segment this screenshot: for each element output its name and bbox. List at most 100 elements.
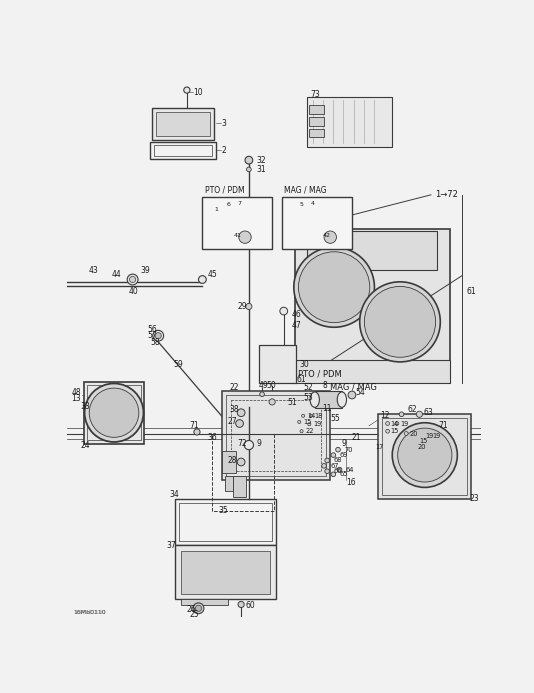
Bar — [222, 451, 235, 473]
Text: 40: 40 — [129, 287, 138, 295]
Circle shape — [195, 605, 202, 611]
Text: 16: 16 — [345, 477, 355, 486]
Circle shape — [238, 602, 244, 608]
Circle shape — [348, 391, 356, 399]
Bar — [179, 503, 272, 541]
Text: 32: 32 — [257, 156, 266, 165]
Text: 48: 48 — [72, 388, 81, 397]
Text: 1→72: 1→72 — [435, 191, 458, 200]
Bar — [202, 197, 272, 249]
Text: 34: 34 — [169, 490, 179, 499]
Text: 65: 65 — [340, 471, 348, 477]
Text: PTO / PDM: PTO / PDM — [205, 186, 245, 195]
Circle shape — [398, 428, 452, 482]
Circle shape — [237, 409, 245, 416]
Text: 57: 57 — [147, 331, 157, 340]
Bar — [222, 391, 330, 480]
Text: 15: 15 — [419, 438, 428, 444]
Bar — [84, 382, 144, 444]
Text: 53: 53 — [303, 393, 313, 402]
Text: 25: 25 — [189, 610, 199, 619]
Bar — [295, 229, 450, 383]
Circle shape — [324, 231, 336, 243]
Text: 69: 69 — [340, 452, 348, 458]
Circle shape — [297, 421, 301, 423]
Bar — [378, 414, 472, 499]
Circle shape — [247, 167, 251, 172]
Circle shape — [364, 286, 436, 358]
Circle shape — [294, 247, 374, 327]
Text: 20: 20 — [409, 430, 418, 437]
Ellipse shape — [310, 392, 319, 407]
Text: 60: 60 — [245, 601, 255, 610]
Circle shape — [235, 420, 244, 428]
Text: 16Mb0110: 16Mb0110 — [73, 611, 106, 615]
Text: 22: 22 — [230, 383, 239, 392]
Bar — [225, 476, 233, 491]
Text: 14: 14 — [307, 413, 316, 419]
Circle shape — [386, 421, 389, 426]
Circle shape — [237, 458, 245, 466]
Text: 54: 54 — [355, 388, 365, 397]
Text: 30: 30 — [299, 360, 309, 369]
Text: 8: 8 — [323, 381, 327, 390]
Circle shape — [153, 331, 163, 341]
Text: 19: 19 — [400, 421, 409, 426]
Circle shape — [130, 277, 136, 283]
Text: 23: 23 — [470, 495, 480, 503]
Text: 36: 36 — [208, 433, 217, 442]
Bar — [233, 476, 246, 498]
Circle shape — [325, 458, 329, 463]
Circle shape — [89, 388, 139, 437]
Text: 19: 19 — [313, 421, 321, 428]
Circle shape — [392, 423, 457, 487]
Text: 27: 27 — [228, 417, 238, 426]
Circle shape — [308, 423, 311, 426]
Circle shape — [395, 421, 399, 426]
Circle shape — [336, 448, 340, 452]
Circle shape — [300, 430, 303, 432]
Text: 61: 61 — [296, 375, 306, 384]
Circle shape — [244, 441, 254, 450]
Circle shape — [331, 472, 336, 477]
Text: 67: 67 — [330, 463, 339, 469]
Bar — [226, 395, 326, 476]
Circle shape — [325, 469, 329, 473]
Bar — [382, 418, 467, 495]
Circle shape — [269, 399, 275, 405]
Text: 5: 5 — [299, 202, 303, 207]
Text: 49: 49 — [259, 381, 269, 390]
Circle shape — [386, 429, 389, 433]
Text: 44: 44 — [112, 270, 121, 279]
Bar — [175, 545, 276, 599]
Text: 26: 26 — [187, 604, 197, 613]
Bar — [295, 360, 450, 383]
Text: 73: 73 — [310, 90, 320, 99]
Ellipse shape — [337, 392, 347, 407]
Text: 58: 58 — [151, 338, 160, 347]
Bar — [309, 117, 324, 126]
Bar — [309, 105, 324, 114]
Text: MAG / MAG: MAG / MAG — [330, 383, 377, 392]
Text: 4: 4 — [311, 201, 315, 206]
Circle shape — [246, 304, 252, 310]
Circle shape — [199, 276, 206, 283]
Text: 19: 19 — [433, 433, 441, 439]
Circle shape — [321, 464, 326, 468]
Text: 55: 55 — [330, 414, 340, 423]
Text: 11: 11 — [323, 403, 332, 412]
Bar — [87, 385, 141, 441]
Text: 1: 1 — [214, 207, 218, 212]
Text: 47: 47 — [292, 322, 301, 330]
Text: 61: 61 — [467, 287, 476, 295]
Bar — [151, 141, 216, 159]
Bar — [175, 499, 276, 545]
Text: 10: 10 — [193, 88, 203, 97]
Circle shape — [245, 157, 253, 164]
Circle shape — [155, 333, 161, 339]
Text: 59: 59 — [174, 360, 184, 369]
Text: 28: 28 — [228, 456, 238, 465]
Bar — [182, 552, 270, 594]
Text: 46: 46 — [292, 310, 301, 319]
Bar — [282, 197, 352, 249]
